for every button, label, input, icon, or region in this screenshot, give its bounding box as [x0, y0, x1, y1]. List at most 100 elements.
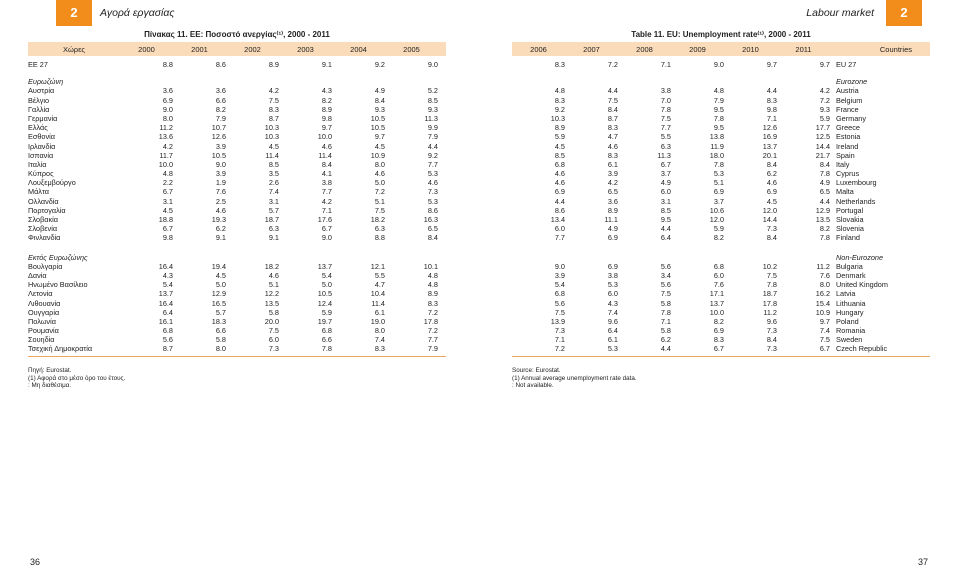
left-table-header: Χώρες 2000 2001 2002 2003 2004 2005: [28, 42, 446, 56]
cell-value: 7.1: [660, 316, 671, 326]
table-row: 7.5 7.4 7.8 10.0 11.2 10.9 Hungary: [512, 308, 930, 317]
cell-value: 8.8: [374, 233, 385, 243]
cell-value: 7.8: [766, 280, 777, 290]
cell-value: 11.7: [159, 150, 173, 160]
table-bottom-rule: [512, 355, 930, 357]
row-label: Romania: [836, 326, 866, 336]
cell-value: 13.6: [158, 132, 173, 142]
cell-value: 3.9: [554, 270, 565, 280]
cell-value: 5.4: [554, 280, 565, 290]
row-label: Portugal: [836, 205, 864, 215]
cell-value: 11.1: [604, 215, 618, 224]
cell-value: 5.6: [554, 298, 565, 308]
row-label: Ιρλανδία: [28, 141, 56, 151]
cell-value: 10.0: [709, 307, 724, 317]
cell-value: 12.9: [815, 205, 830, 215]
cell-value: 5.8: [660, 326, 671, 336]
row-label: Μάλτα: [28, 187, 49, 197]
cell-value: 6.9: [607, 261, 618, 271]
cell-value: 5.3: [607, 280, 618, 290]
row-label: Hungary: [836, 307, 864, 317]
cell-value: 4.6: [766, 178, 777, 188]
table-row: 13.4 11.1 9.5 12.0 14.4 13.5 Slovakia: [512, 215, 930, 224]
cell-value: 6.6: [321, 335, 332, 345]
cell-value: 13.9: [550, 316, 565, 326]
cell-value: 7.8: [321, 344, 332, 354]
table-row: Ιταλία 10.0 9.0 8.5 8.4 8.0 7.7: [28, 160, 446, 169]
table-row: 9.0 6.9 5.6 6.8 10.2 11.2 Bulgaria: [512, 262, 930, 271]
cell-value: 6.4: [162, 307, 173, 317]
cell-value: 4.4: [427, 141, 438, 151]
row-label: Slovakia: [836, 215, 864, 224]
cell-value: 9.0: [427, 60, 438, 69]
cell-value: 6.9: [766, 187, 777, 197]
cell-value: 18.2: [370, 215, 385, 224]
source-note: : Μη διαθέσιμα.: [28, 382, 72, 389]
cell-value: 10.0: [158, 159, 173, 169]
column-header-year: 2007: [583, 44, 600, 54]
cell-value: 9.2: [427, 150, 438, 160]
row-label: Luxembourg: [836, 178, 877, 188]
cell-value: 5.4: [321, 270, 332, 280]
row-label: Φινλανδία: [28, 233, 61, 243]
cell-value: 5.5: [374, 270, 385, 280]
cell-value: 18.0: [709, 150, 724, 160]
cell-value: 7.3: [766, 224, 777, 234]
cell-value: 7.5: [374, 205, 385, 215]
cell-value: 12.4: [317, 298, 332, 308]
cell-value: 8.4: [321, 159, 332, 169]
row-label: ΕΕ 27: [28, 60, 48, 69]
cell-value: 19.0: [370, 316, 385, 326]
table-row: Ιρλανδία 4.2 3.9 4.5 4.6 4.5 4.4: [28, 142, 446, 151]
source-note: : Not available.: [512, 382, 554, 389]
cell-value: 9.9: [427, 123, 438, 133]
cell-value: 4.6: [215, 205, 226, 215]
cell-value: 9.7: [819, 316, 830, 326]
cell-value: 7.2: [554, 344, 565, 354]
cell-value: 7.9: [713, 95, 724, 105]
row-label: Ολλανδία: [28, 196, 59, 206]
table-row: 4.5 4.6 6.3 11.9 13.7 14.4 Ireland: [512, 142, 930, 151]
cell-value: 12.0: [762, 205, 777, 215]
cell-value: 7.4: [268, 187, 279, 197]
cell-value: 8.4: [819, 159, 830, 169]
cell-value: 4.9: [819, 178, 830, 188]
cell-value: 9.0: [713, 60, 724, 69]
table-row: ΕΕ 27 8.8 8.6 8.9 9.1 9.2 9.0: [28, 60, 446, 69]
table-row: 7.3 6.4 5.8 6.9 7.3 7.4 Romania: [512, 326, 930, 335]
cell-value: 11.3: [424, 113, 438, 123]
cell-value: 6.0: [268, 335, 279, 345]
cell-value: 8.3: [554, 95, 565, 105]
cell-value: 8.2: [215, 104, 226, 114]
cell-value: 4.6: [427, 178, 438, 188]
table-row: Βουλγαρία 16.4 19.4 18.2 13.7 12.1 10.1: [28, 262, 446, 271]
cell-value: 19.7: [317, 316, 332, 326]
cell-value: 18.3: [211, 316, 226, 326]
cell-value: 5.2: [427, 86, 438, 96]
cell-value: 4.2: [162, 141, 173, 151]
cell-value: 11.9: [710, 141, 724, 151]
cell-value: 10.5: [211, 150, 226, 160]
cell-value: 3.8: [607, 270, 618, 280]
table-row: Δανία 4.3 4.5 4.6 5.4 5.5 4.8: [28, 271, 446, 280]
cell-value: 6.3: [660, 141, 671, 151]
cell-value: 9.5: [713, 104, 724, 114]
cell-value: 18.2: [264, 261, 279, 271]
right-table-header: 2006 2007 2008 2009 2010 2011 Countries: [512, 42, 930, 56]
row-label: Cyprus: [836, 169, 860, 179]
row-label: Ηνωμένο Βασίλειο: [28, 280, 88, 290]
cell-value: 12.6: [211, 132, 226, 142]
cell-value: 7.8: [713, 159, 724, 169]
cell-value: 8.9: [607, 205, 618, 215]
cell-value: 6.8: [554, 159, 565, 169]
cell-value: 10.9: [370, 150, 385, 160]
cell-value: 3.7: [713, 196, 724, 206]
cell-value: 4.5: [215, 270, 226, 280]
cell-value: 3.8: [321, 178, 332, 188]
cell-value: 8.2: [713, 316, 724, 326]
cell-value: 13.7: [709, 298, 724, 308]
cell-value: 7.8: [819, 233, 830, 243]
table-bottom-rule: [28, 355, 446, 357]
cell-value: 7.2: [819, 95, 830, 105]
cell-value: 8.6: [427, 205, 438, 215]
